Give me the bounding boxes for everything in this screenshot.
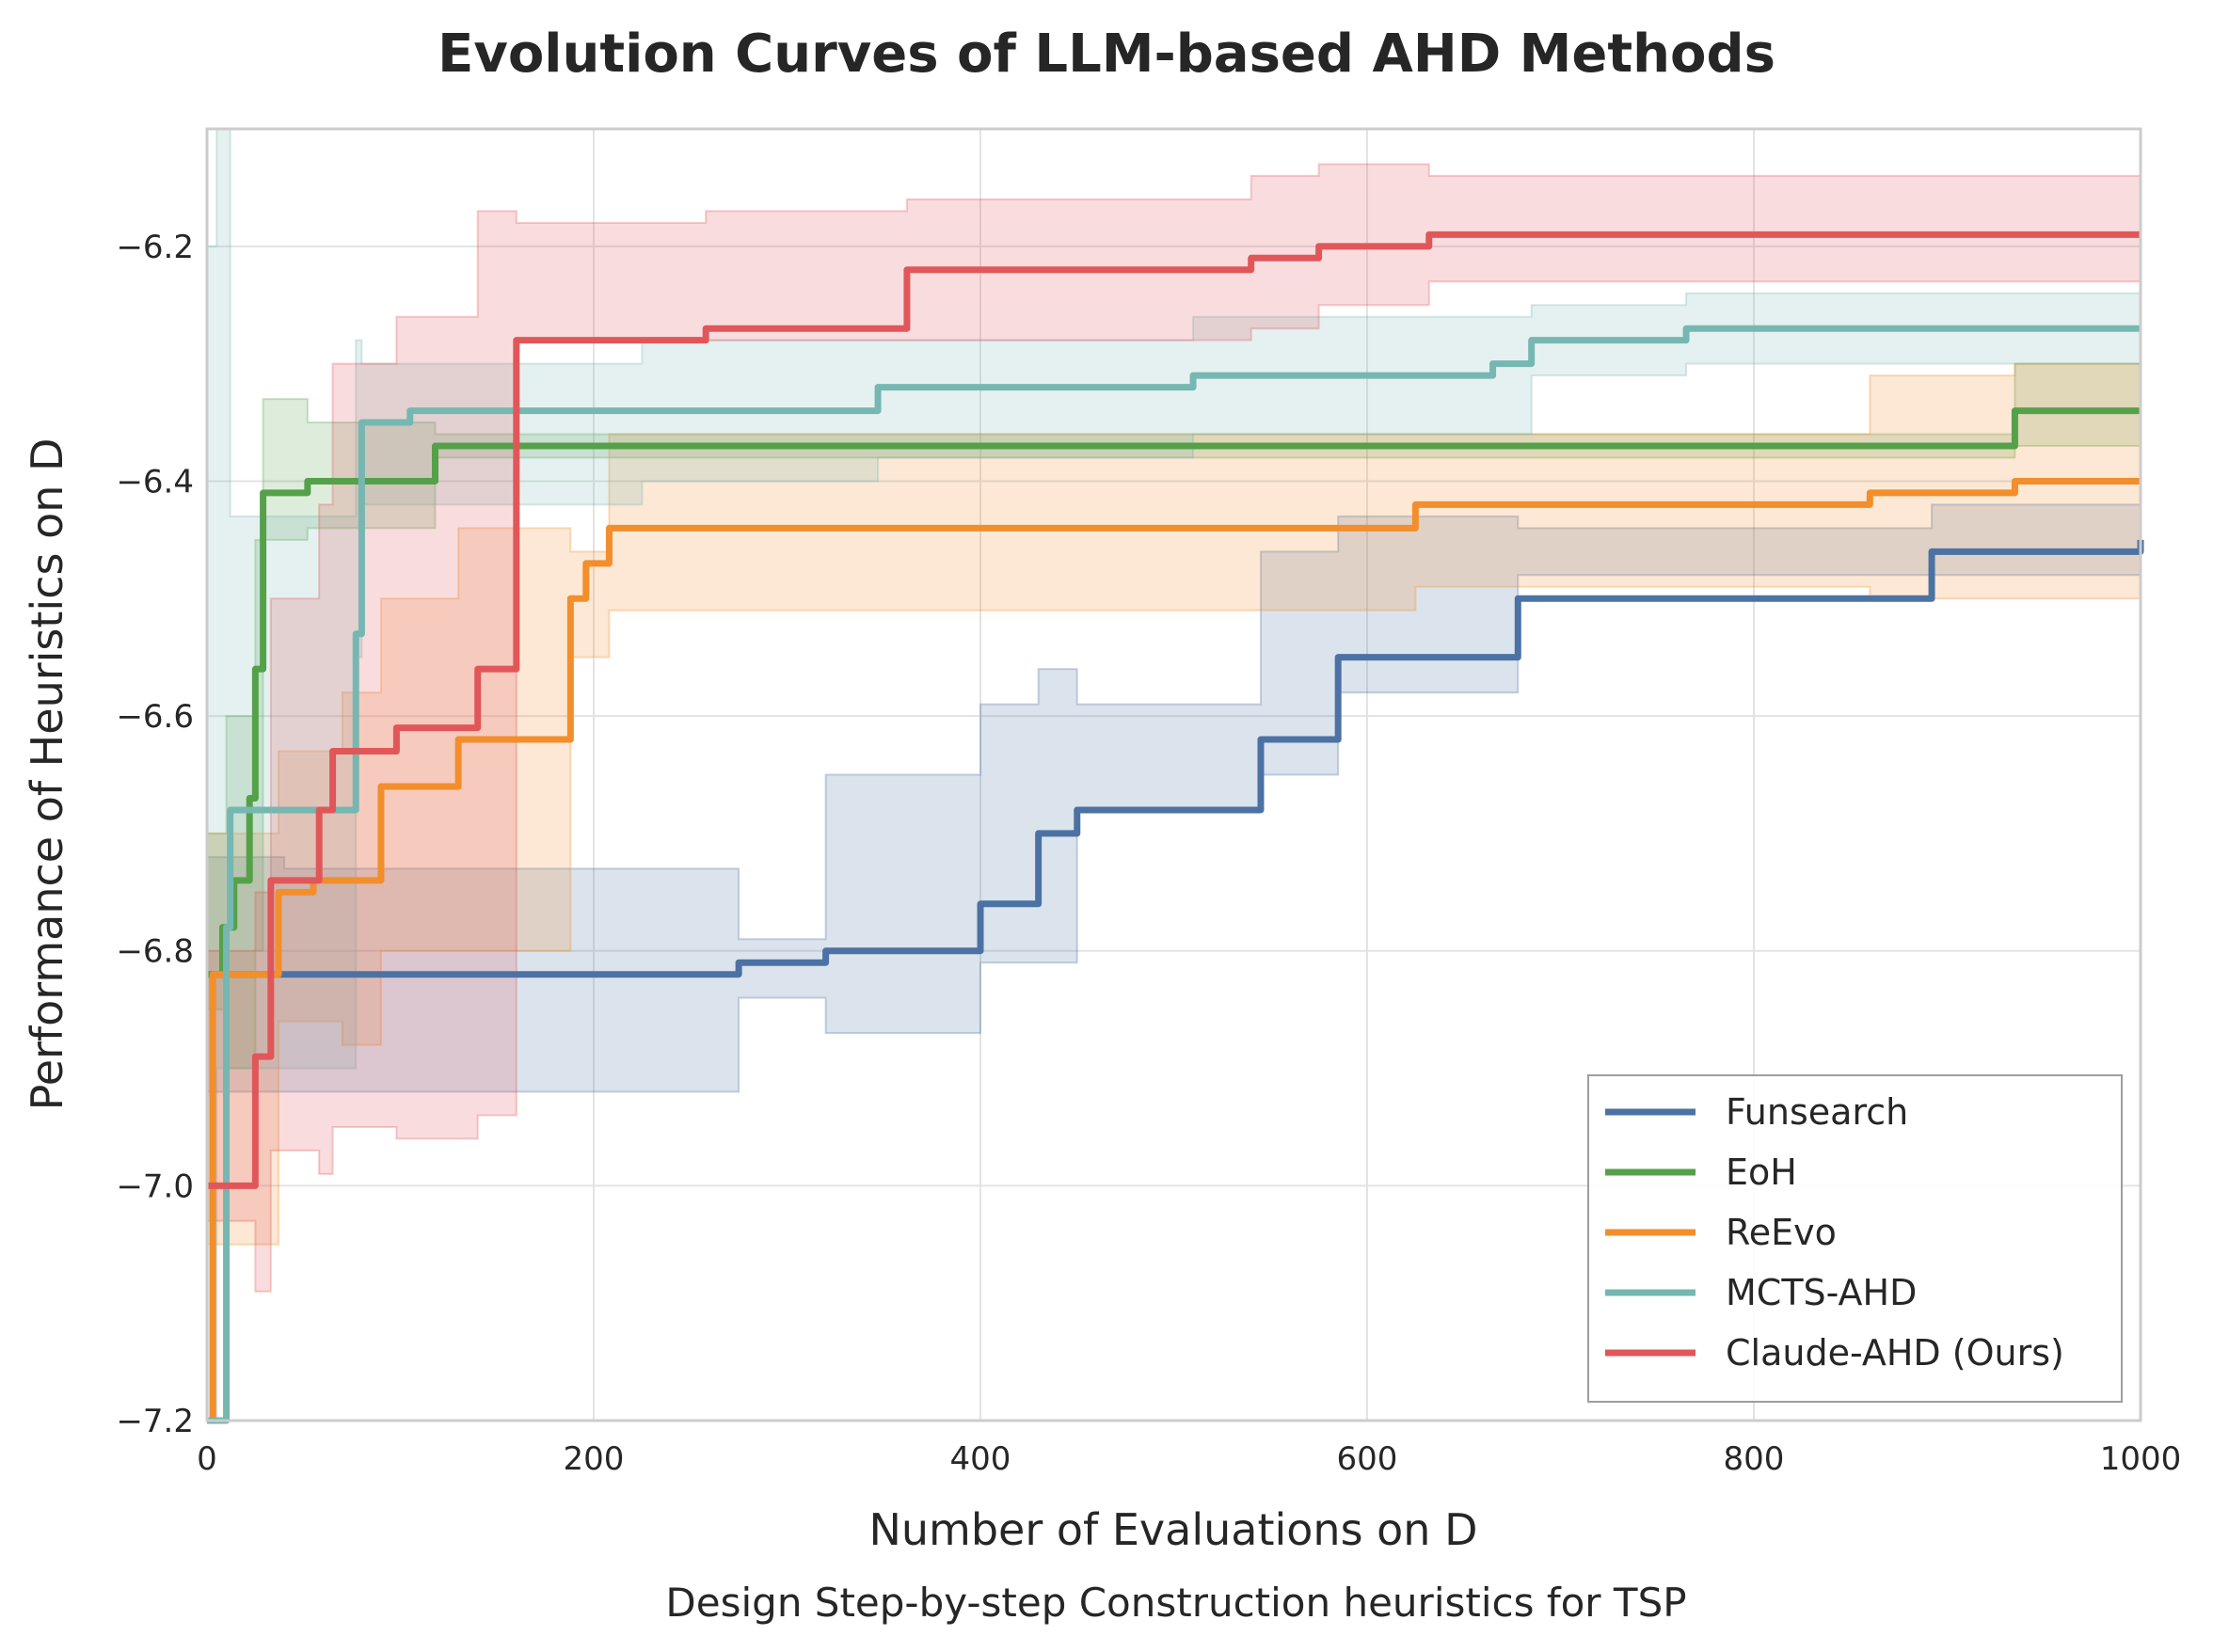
confidence-band-funsearch [206,503,2141,1093]
plot-area [205,127,2142,1422]
series-line-reevo [207,477,2141,1424]
chart-caption: Design Step-by-step Construction heurist… [665,1580,1686,1626]
legend-label: MCTS-AHD [1726,1272,1917,1313]
y-tick-label: −7.0 [116,1168,194,1205]
y-axis-label: Performance of Heuristics on D [22,438,72,1111]
y-axis-ticks: −7.2 −7.0 −6.8 −6.6 −6.4 −6.2 [116,229,194,1440]
x-tick-label: 200 [564,1440,625,1478]
legend-label: ReEvo [1726,1212,1837,1253]
x-axis-label: Number of Evaluations on D [868,1504,1477,1555]
y-tick-label: −6.6 [116,698,194,736]
series-line-funsearch [207,539,2144,978]
y-tick-label: −6.4 [116,463,194,500]
series-line-claude-ahd-ours- [207,230,2141,1189]
y-tick-label: −7.2 [116,1403,194,1440]
y-tick-label: −6.8 [116,933,194,971]
legend-label: Claude-AHD (Ours) [1726,1332,2064,1374]
chart-title: Evolution Curves of LLM-based AHD Method… [438,24,1775,85]
series-lines [207,230,2144,1424]
legend-label: Funsearch [1726,1091,1908,1133]
legend-label: EoH [1726,1152,1797,1193]
y-tick-label: −6.2 [116,229,194,266]
x-tick-label: 1000 [2100,1440,2182,1478]
series-line-mcts-ahd [207,325,2141,1424]
x-tick-label: 0 [197,1440,217,1478]
grid [206,129,2141,1422]
legend-box [1587,1074,2123,1403]
x-tick-label: 600 [1337,1440,1398,1478]
x-tick-label: 800 [1724,1440,1785,1478]
legend: Funsearch EoH ReEvo MCTS-AHD Claude-AHD (Our… [1587,1074,2123,1403]
x-axis-ticks: 0 200 400 600 800 1000 [197,1440,2181,1478]
x-tick-label: 400 [950,1440,1011,1478]
